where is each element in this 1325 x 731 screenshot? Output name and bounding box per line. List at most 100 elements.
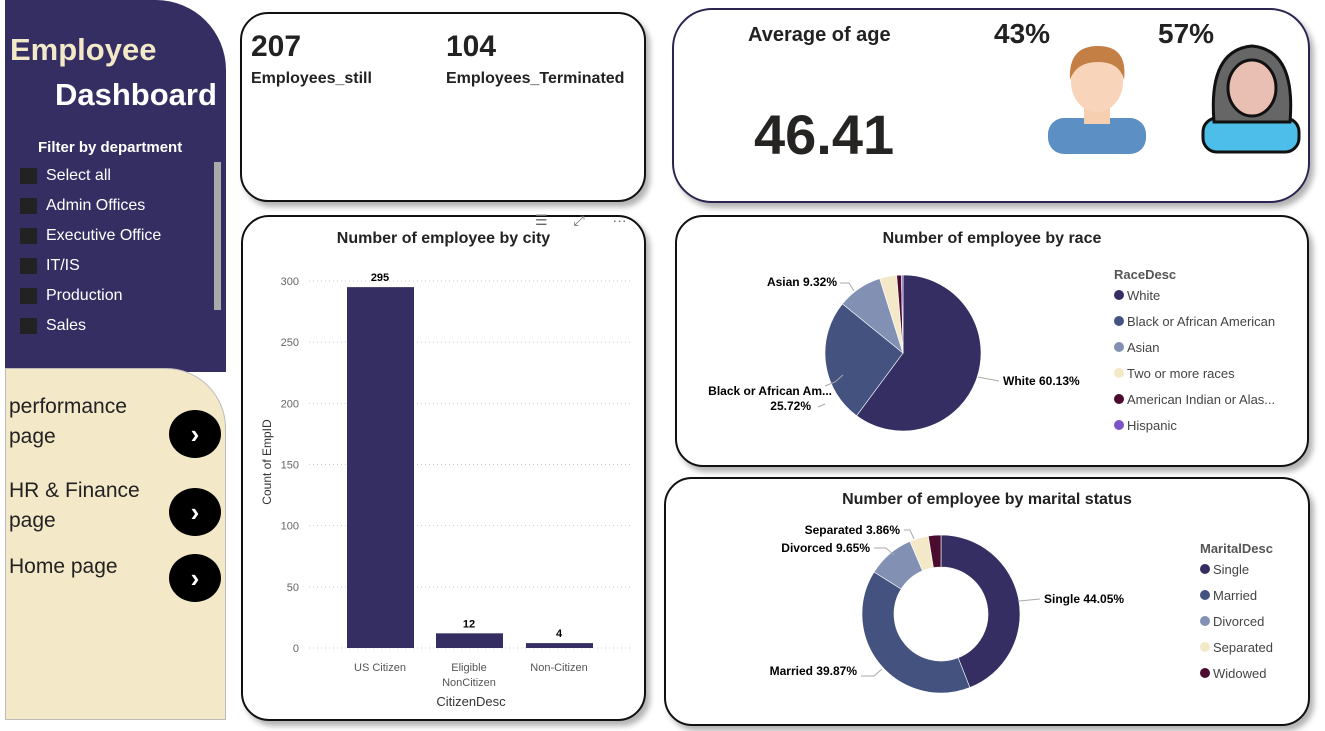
chevron-right-icon: ›	[190, 418, 200, 449]
y-tick-label: 200	[281, 398, 299, 410]
y-tick-label: 300	[281, 276, 299, 288]
filter-scrollbar[interactable]	[214, 162, 221, 310]
y-tick-label: 100	[281, 521, 299, 533]
legend-label: Single	[1213, 561, 1250, 577]
filter-icon[interactable]: ☰	[535, 212, 548, 228]
checkbox[interactable]	[20, 168, 37, 184]
nav-hr-finance-label: HR & Finance page	[9, 479, 140, 532]
bar-data-label: 12	[463, 618, 475, 630]
nav-home-button[interactable]: ›	[169, 554, 221, 602]
legend-item[interactable]: Married	[1200, 582, 1273, 608]
pie-slice[interactable]	[927, 534, 942, 568]
average-age-value: 46.41	[754, 103, 895, 166]
legend-item[interactable]: Black or African American	[1114, 308, 1275, 334]
legend-item[interactable]: White	[1114, 282, 1275, 308]
legend-label: Black or African American	[1127, 313, 1276, 329]
slice-data-label: Divorced 9.65%	[781, 541, 870, 555]
legend-marker	[1200, 564, 1210, 574]
leader-line	[817, 403, 826, 408]
checkbox[interactable]	[20, 318, 37, 334]
legend-label: Separated	[1213, 639, 1273, 655]
x-tick-label: US Citizen	[354, 662, 406, 674]
legend-item[interactable]: American Indian or Alas...	[1114, 386, 1275, 412]
filter-item[interactable]: Select all	[20, 167, 111, 185]
legend-label: Hispanic	[1127, 417, 1177, 433]
legend-marker	[1200, 642, 1210, 652]
leader-line	[824, 374, 844, 387]
legend-item[interactable]: Asian	[1114, 334, 1275, 360]
filter-item[interactable]: Executive Office	[20, 227, 161, 245]
bar[interactable]	[347, 287, 414, 648]
slice-data-label: 25.72%	[770, 399, 811, 413]
legend-label: Asian	[1127, 339, 1160, 355]
filter-item[interactable]: IT/IS	[20, 257, 80, 275]
race-pie-chart: White 60.13% Black or African Am...25.72%…	[708, 274, 1080, 432]
legend-marker	[1114, 420, 1124, 430]
focus-mode-icon[interactable]: ⤢	[573, 212, 585, 228]
bar-data-label: 4	[556, 628, 563, 640]
filter-item[interactable]: Production	[20, 287, 123, 305]
legend-label: White	[1127, 287, 1161, 303]
employees-terminated-value: 104	[446, 30, 497, 63]
legend-item[interactable]: Widowed	[1200, 660, 1273, 686]
nav-performance-label: performance page	[9, 395, 127, 448]
leader-line	[904, 529, 915, 540]
sidebar	[5, 0, 226, 372]
leader-line	[977, 376, 1000, 382]
legend-label: Two or more races	[1127, 365, 1235, 381]
legend-item[interactable]: Hispanic	[1114, 412, 1275, 438]
leader-line	[874, 547, 895, 556]
leader-line	[1018, 598, 1041, 602]
nav-hr-finance-button[interactable]: ›	[169, 488, 221, 536]
race-legend-title: RaceDesc	[1114, 267, 1177, 282]
city-bar-chart-card: Number of employee by city 0 50 100 150 200 2…	[241, 215, 646, 721]
leader-line	[840, 282, 855, 292]
legend-marker	[1114, 342, 1124, 352]
filter-item[interactable]: Admin Offices	[20, 197, 145, 215]
legend-item[interactable]: Single	[1200, 556, 1273, 582]
bar[interactable]	[526, 643, 593, 648]
filter-item-label: Select all	[46, 167, 111, 184]
pie-slice[interactable]	[856, 274, 982, 432]
legend-marker	[1200, 668, 1210, 678]
marital-chart-title: Number of employee by marital status	[842, 491, 1132, 508]
filter-item[interactable]: Sales	[20, 317, 86, 335]
marital-legend: MaritalDesc Single Married Divorced Separat…	[1200, 541, 1273, 686]
slice-data-label: White 60.13%	[1003, 374, 1080, 388]
legend-item[interactable]: Divorced	[1200, 608, 1273, 634]
kpi-card: 207 Employees_still 104 Employees_Termin…	[240, 12, 646, 202]
checkbox[interactable]	[20, 198, 37, 214]
male-avatar-icon	[1048, 46, 1146, 154]
average-age-label: Average of age	[748, 24, 891, 46]
pie-slice[interactable]	[824, 303, 904, 417]
dashboard-title-line1: Employee	[10, 32, 157, 67]
legend-marker	[1200, 590, 1210, 600]
race-pie-chart-card: Number of employee by race White 60.13% B…	[675, 215, 1309, 467]
pie-slice[interactable]	[861, 571, 971, 694]
age-card: Average of age 46.41 43% 57%	[672, 8, 1310, 203]
nav-home-label: Home page	[9, 555, 118, 578]
legend-item[interactable]: Two or more races	[1114, 360, 1275, 386]
filter-item-label: Admin Offices	[46, 197, 146, 214]
x-tick-label: NonCitizen	[442, 677, 496, 689]
checkbox[interactable]	[20, 228, 37, 244]
legend-label: Widowed	[1213, 665, 1267, 681]
bar[interactable]	[436, 633, 503, 648]
checkbox[interactable]	[20, 288, 37, 304]
legend-item[interactable]: Separated	[1200, 634, 1273, 660]
y-tick-label: 250	[281, 337, 299, 349]
slice-data-label: Asian 9.32%	[767, 275, 837, 289]
legend-marker	[1114, 368, 1124, 378]
filter-label: Filter by department	[38, 139, 183, 156]
legend-label: American Indian or Alas...	[1127, 391, 1276, 407]
checkbox[interactable]	[20, 258, 37, 274]
more-options-icon[interactable]: ···	[612, 212, 627, 228]
pie-slice[interactable]	[901, 274, 904, 354]
filter-item-label: Sales	[46, 317, 87, 334]
chevron-right-icon: ›	[190, 562, 200, 593]
dashboard-title-line2: Dashboard	[55, 77, 217, 112]
marital-donut-chart: Single 44.05% Married 39.87% Divorced 9.65…	[770, 523, 1124, 694]
nav-performance-button[interactable]: ›	[169, 410, 221, 458]
legend-marker	[1200, 616, 1210, 626]
pie-slice[interactable]	[940, 534, 1021, 688]
